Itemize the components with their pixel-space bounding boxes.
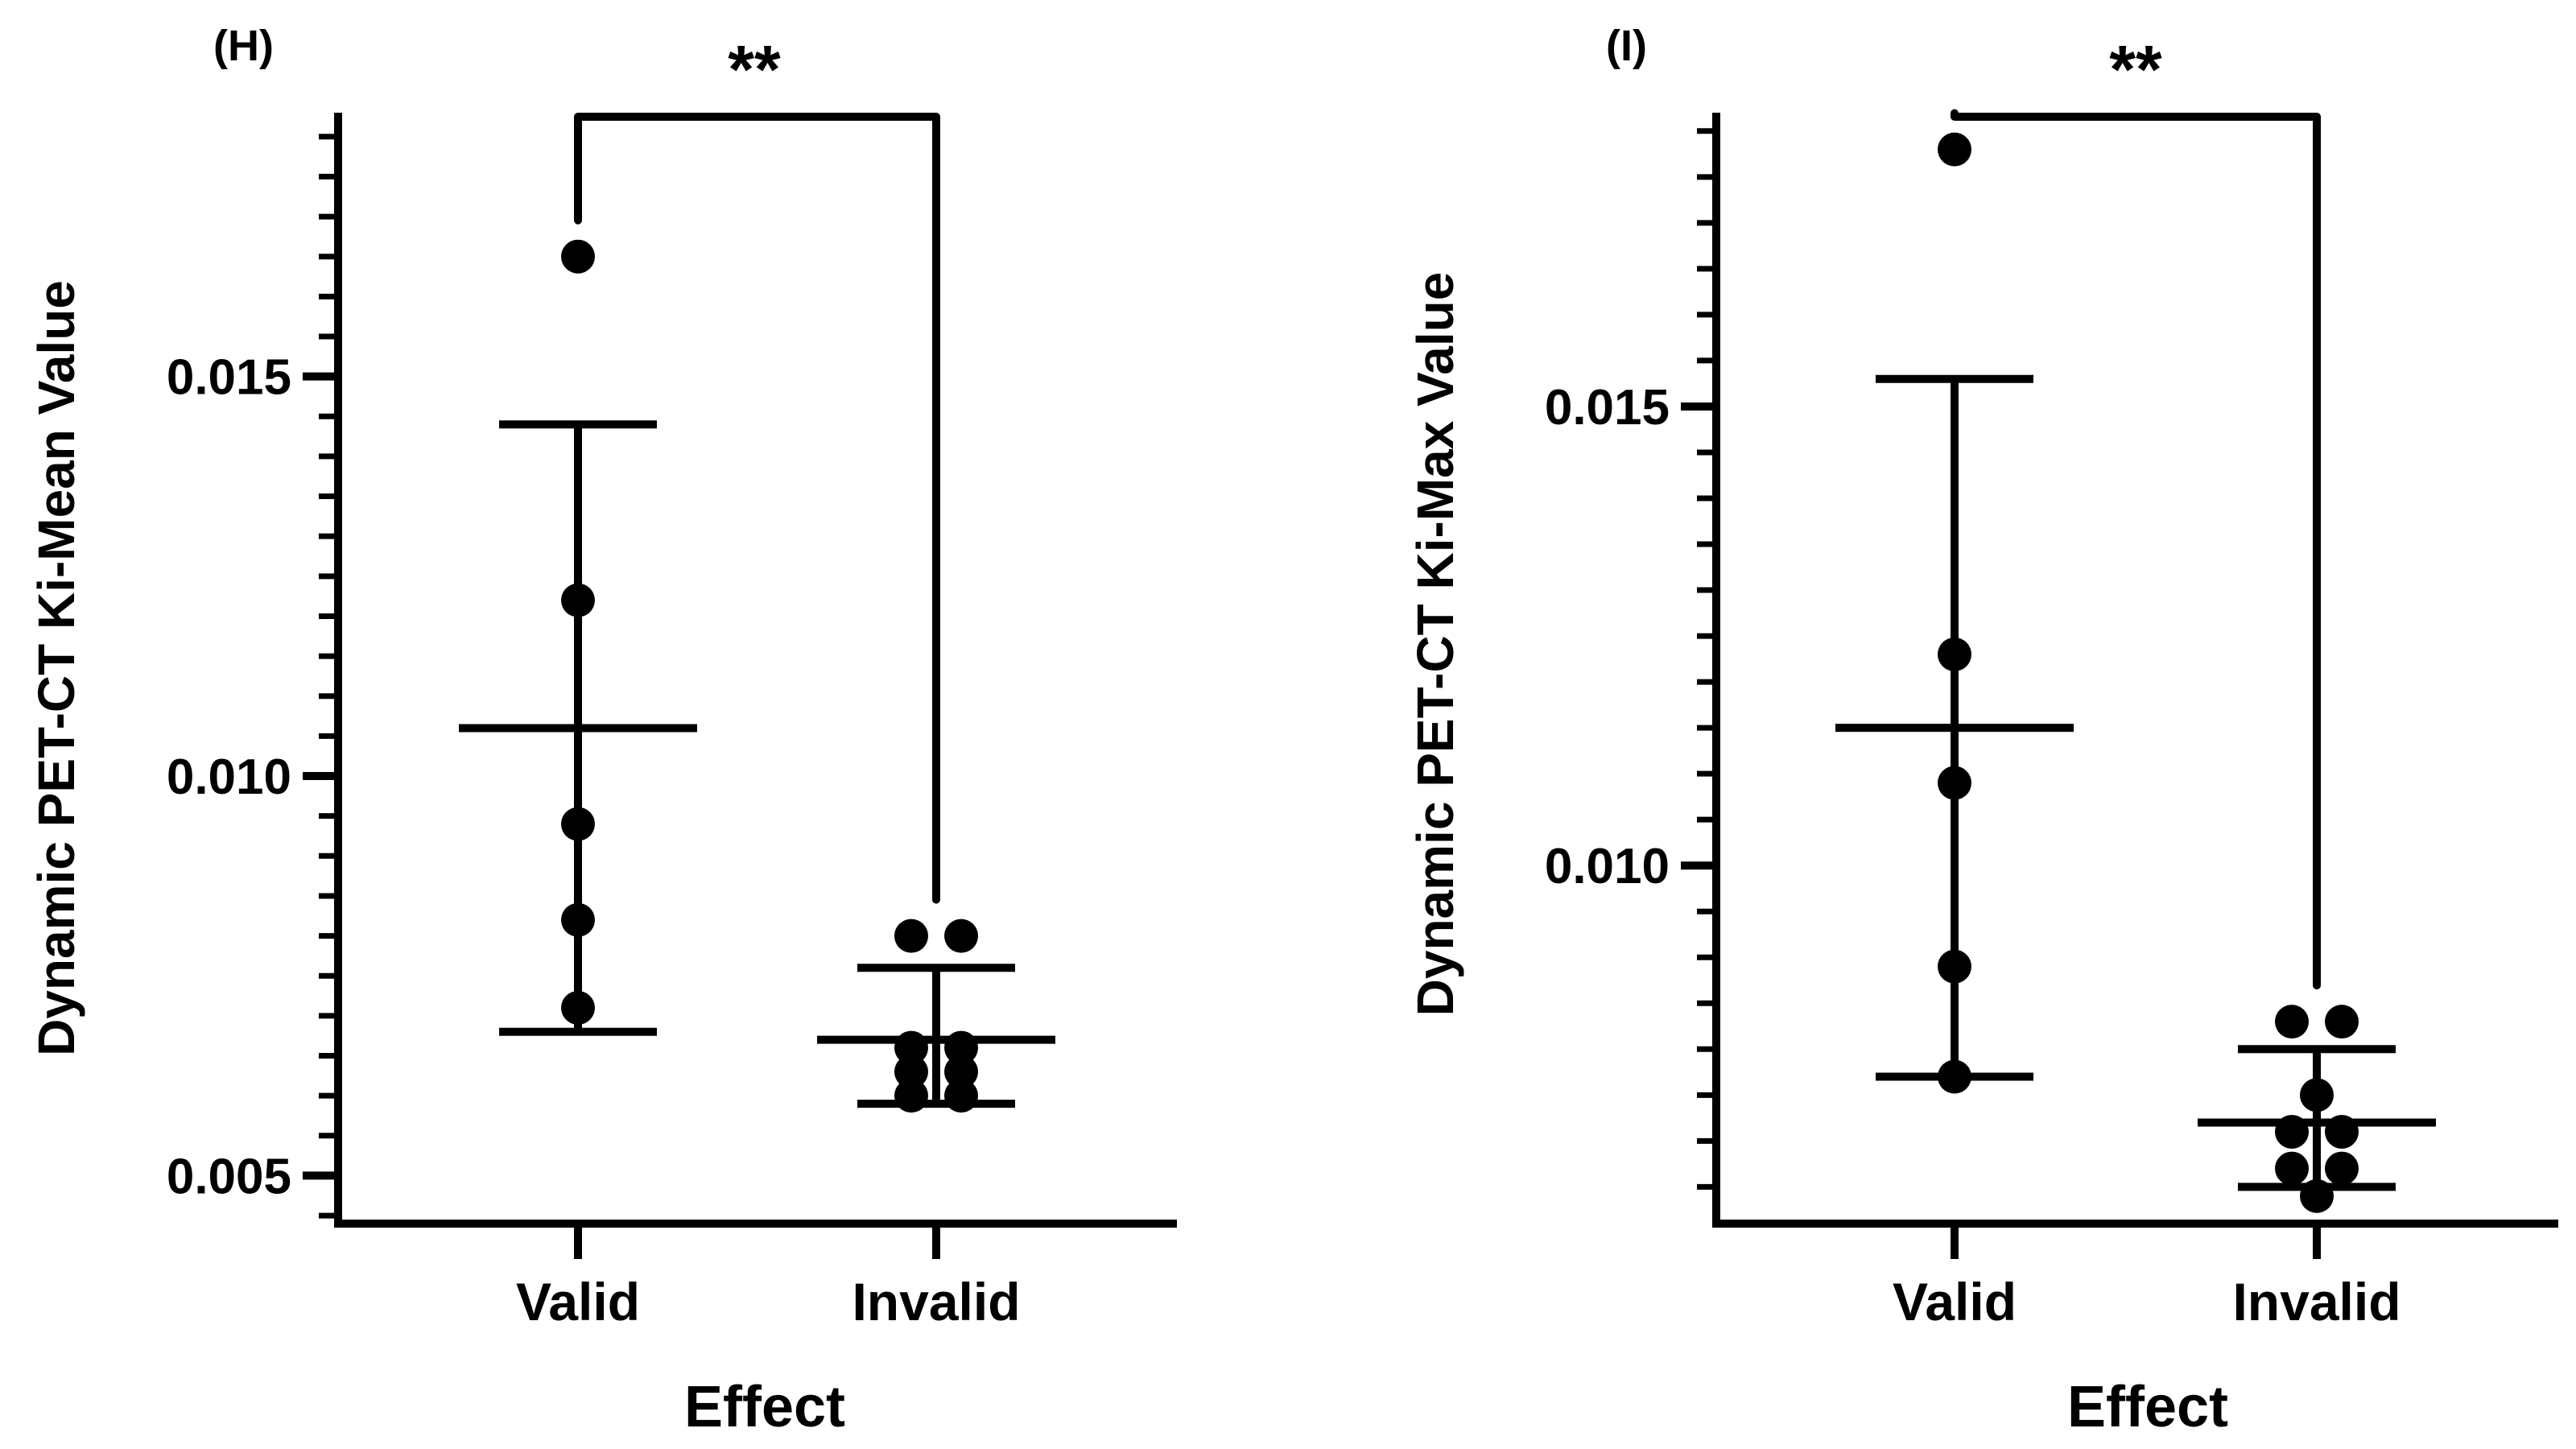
data-point (561, 902, 595, 937)
data-point (561, 239, 595, 274)
data-point (1938, 949, 1971, 984)
data-point (944, 1055, 978, 1089)
data-point (894, 1079, 928, 1113)
data-point (561, 990, 595, 1025)
data-point (2275, 1114, 2309, 1149)
data-point (1938, 1059, 1971, 1094)
chart-marks: 0.010 0.015 Valid Invalid (1545, 109, 2558, 1331)
y-tick-label: 0.010 (167, 749, 291, 805)
significance-label: ** (2109, 31, 2162, 107)
y-tick-label: 0.010 (1545, 839, 1670, 894)
panel-label: (I) (1606, 22, 1647, 70)
significance-label: ** (728, 31, 781, 107)
data-point (1938, 132, 1971, 167)
data-point (2325, 1151, 2359, 1186)
y-tick-label: 0.005 (167, 1149, 291, 1204)
x-tick-label: Invalid (852, 1272, 1020, 1331)
data-point (2275, 1005, 2309, 1039)
x-tick-label: Valid (516, 1272, 640, 1331)
significance-bracket (1951, 109, 2321, 990)
significance-bracket (574, 113, 940, 904)
panel-label: (H) (213, 22, 274, 70)
data-point (944, 1030, 978, 1065)
data-point (944, 919, 978, 953)
panel-h: (H) Dynamic PET-CT Ki-Mean Value Effect … (27, 22, 1177, 1439)
data-point (2300, 1179, 2334, 1213)
data-point (894, 919, 928, 953)
data-point (2300, 1078, 2334, 1113)
y-tick-label: 0.015 (1545, 380, 1670, 436)
y-axis-label: Dynamic PET-CT Ki-Max Value (1406, 272, 1464, 1017)
y-tick-label: 0.015 (167, 350, 291, 406)
x-tick-label: Invalid (2232, 1272, 2401, 1331)
data-point (2325, 1114, 2359, 1149)
data-point (2275, 1151, 2309, 1186)
panel-i: (I) Dynamic PET-CT Ki-Max Value Effect *… (1406, 22, 2558, 1439)
data-point (944, 1079, 978, 1113)
data-point (2325, 1005, 2359, 1039)
x-axis-label: Effect (684, 1375, 845, 1439)
y-axis-label: Dynamic PET-CT Ki-Mean Value (27, 280, 85, 1056)
data-point (1938, 637, 1971, 671)
data-point (1938, 766, 1971, 800)
data-point (894, 1030, 928, 1065)
data-point (561, 807, 595, 841)
chart-marks: 0.005 0.010 0.015 Valid Invalid (167, 113, 1177, 1331)
data-point (894, 1055, 928, 1089)
x-axis-label: Effect (2067, 1375, 2228, 1439)
x-tick-label: Valid (1893, 1272, 2017, 1331)
data-point (561, 583, 595, 617)
